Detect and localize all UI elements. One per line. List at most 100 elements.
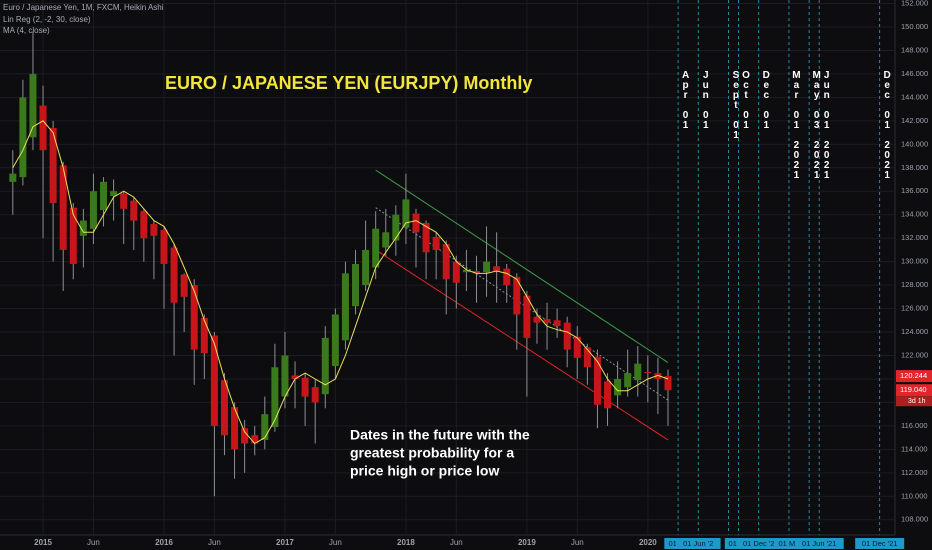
candle-body [352, 263, 360, 307]
countdown-label: 3d 1h [908, 398, 926, 405]
candle-body [180, 274, 188, 297]
x-tick-label: 2019 [518, 538, 536, 547]
candle-body [533, 316, 541, 323]
candle-body [472, 271, 480, 274]
linreg-line [375, 249, 669, 441]
candle-body [503, 268, 511, 286]
candle-body [140, 211, 148, 239]
annotation-line: Dates in the future with the [350, 427, 530, 443]
candle-body [190, 285, 198, 350]
candle-body [100, 181, 108, 211]
chart-title: EURO / JAPANESE YEN (EURJPY) Monthly [165, 73, 532, 93]
annotation-line: price high or price low [350, 463, 499, 479]
x-tick-label: Jun [571, 538, 584, 547]
candle-body [583, 347, 591, 368]
candle-body [39, 105, 47, 151]
price-tag [896, 384, 932, 397]
candle-body [231, 407, 239, 450]
candle-body [271, 367, 279, 428]
y-tick-label: 136.000 [901, 186, 928, 195]
candle-body [573, 336, 581, 358]
candle-body [281, 355, 289, 397]
x-tick-label: Jun [87, 538, 100, 547]
y-tick-label: 146.000 [901, 69, 928, 78]
y-tick-label: 110.000 [901, 491, 928, 500]
candle-body [251, 435, 259, 444]
y-tick-label: 114.000 [901, 444, 928, 453]
candle-body [301, 377, 309, 397]
candle-body [9, 173, 17, 182]
candle-body [331, 314, 339, 367]
candle-body [311, 387, 319, 403]
event-label: Mar 01 2021 [790, 70, 802, 180]
candle-body [614, 378, 622, 396]
event-label: Jun 01 [700, 70, 712, 130]
countdown-tag [896, 396, 932, 407]
y-tick-label: 134.000 [901, 210, 928, 219]
candle-body [442, 244, 450, 280]
candle-body [523, 295, 531, 338]
candle-body [483, 261, 491, 273]
candle-body [412, 213, 420, 233]
y-tick-label: 144.000 [901, 92, 928, 101]
event-label: Jun 01 2021 [821, 70, 833, 180]
event-tag [775, 538, 803, 549]
candle-body [241, 428, 249, 444]
y-tick-label: 108.000 [901, 515, 928, 524]
candle-body [432, 236, 440, 250]
candle-body [130, 200, 138, 221]
candle-body [452, 261, 460, 283]
candle-body [372, 228, 380, 268]
x-tick-label: 2017 [276, 538, 294, 547]
grid [0, 0, 895, 535]
candle-body [664, 376, 672, 391]
axes: 108.000110.000112.000114.000116.000118.0… [34, 0, 932, 549]
candle-body [402, 199, 410, 228]
candle-body [321, 337, 329, 395]
candle-body [200, 317, 208, 354]
candle-body [170, 247, 178, 303]
y-tick-label: 150.000 [901, 22, 928, 31]
x-tick-label: 2016 [155, 538, 173, 547]
event-tag-label: 01 Jun '2 [683, 539, 713, 548]
x-tick-label: Jun [329, 538, 342, 547]
candle-body [29, 73, 37, 138]
candle-body [543, 319, 551, 323]
candle-body [392, 214, 400, 241]
event-tag-label: 01 Ma [779, 539, 801, 548]
price-tag [896, 370, 932, 383]
y-tick-label: 138.000 [901, 163, 928, 172]
candle-body [160, 229, 168, 264]
candle-body [291, 375, 299, 379]
symbol-header: Euro / Japanese Yen, 1M, FXCM, Heikin As… [3, 3, 164, 12]
candle-body [382, 232, 390, 248]
candle-body [563, 322, 571, 350]
y-tick-label: 130.000 [901, 257, 928, 266]
y-tick-label: 124.000 [901, 327, 928, 336]
event-tag [736, 538, 782, 549]
candle-body [150, 224, 158, 236]
event-label: Dec 01 2021 [881, 70, 893, 180]
candle-body [644, 371, 652, 374]
candle-body [362, 249, 370, 286]
candle-body [462, 269, 470, 273]
event-label: Apr 01 [680, 70, 692, 130]
candle-body [210, 335, 218, 426]
linreg-line [375, 169, 669, 363]
annotation-line: greatest probability for a [350, 445, 514, 461]
event-label: Oct 01 [740, 70, 752, 130]
event-tag-label: 01 Jun '21 [802, 539, 836, 548]
candle-body [604, 381, 612, 409]
y-tick-label: 132.000 [901, 233, 928, 242]
y-tick-label: 122.000 [901, 350, 928, 359]
candle-body [593, 356, 601, 405]
event-label: Sept 01 [730, 70, 742, 140]
y-tick-label: 142.000 [901, 116, 928, 125]
candle-body [422, 222, 430, 253]
candle-body [89, 191, 97, 229]
y-tick-label: 140.000 [901, 139, 928, 148]
candle-body [19, 97, 27, 178]
price-tag-label: 120.244 [900, 371, 927, 380]
